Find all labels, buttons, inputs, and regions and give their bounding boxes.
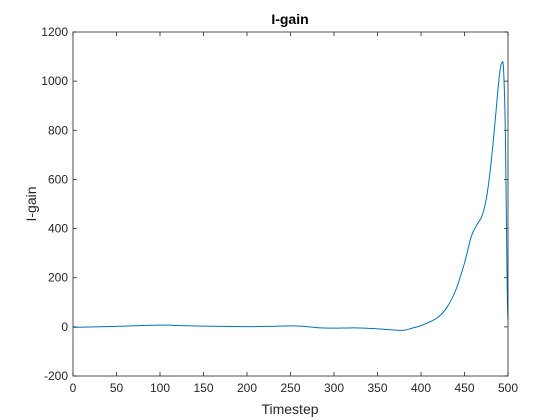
axes-box: [72, 31, 509, 377]
x-tick-label: 200: [237, 381, 257, 395]
y-tick-label: 0: [61, 320, 68, 334]
x-tick-label: 300: [324, 381, 344, 395]
x-axis-title: Timestep: [261, 401, 318, 417]
x-tick-label: 400: [411, 381, 431, 395]
x-tick-label: 500: [498, 381, 518, 395]
y-axis-title: I-gain: [23, 186, 39, 221]
x-tick-label: 0: [70, 381, 77, 395]
y-tick-label: 1200: [41, 25, 68, 39]
chart-title: I-gain: [271, 11, 308, 27]
x-tick-label: 50: [110, 381, 124, 395]
y-tick-label: -200: [44, 369, 68, 383]
y-tick-label: 1000: [41, 74, 68, 88]
x-tick-label: 350: [367, 381, 387, 395]
y-tick-label: 600: [48, 172, 68, 186]
x-tick-label: 450: [454, 381, 474, 395]
x-tick-label: 150: [193, 381, 213, 395]
x-tick-label: 100: [150, 381, 170, 395]
series-line: [72, 61, 509, 331]
y-tick-label: 200: [48, 271, 68, 285]
y-tick-label: 800: [48, 123, 68, 137]
plot-area: [73, 32, 508, 376]
y-tick-label: 400: [48, 222, 68, 236]
x-tick-label: 250: [280, 381, 300, 395]
